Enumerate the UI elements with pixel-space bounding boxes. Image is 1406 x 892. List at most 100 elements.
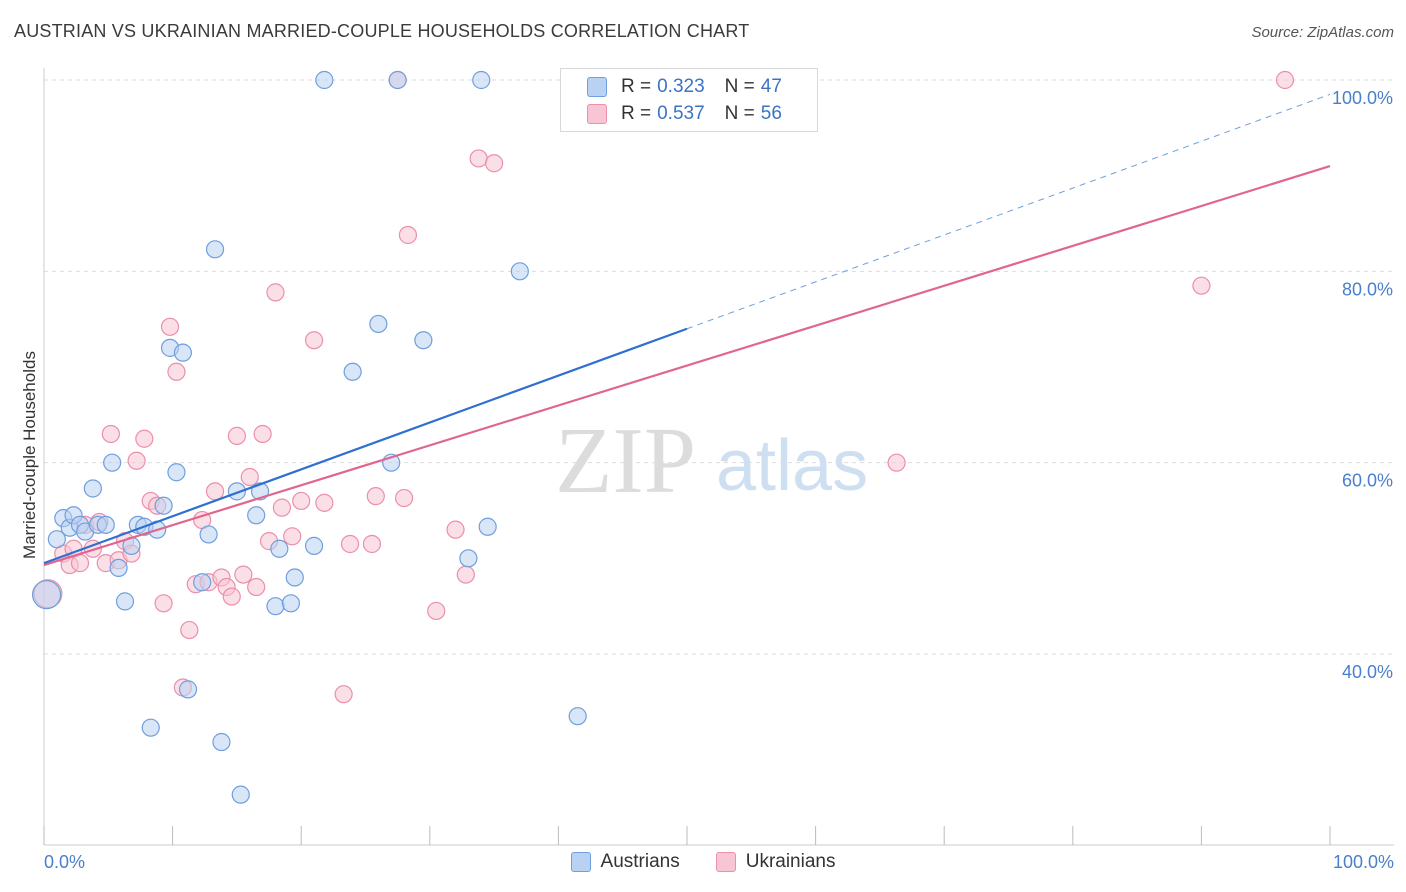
austrian-point <box>96 515 115 534</box>
trend-line-austrians <box>43 327 688 565</box>
y-tick-label: 60.0% <box>1342 471 1393 491</box>
ukrainian-point <box>304 331 324 350</box>
ukrainian-point <box>167 362 186 381</box>
ukrainian-point <box>253 424 272 444</box>
legend-row-austrians: R = 0.323 N = 47 <box>587 74 782 100</box>
legend-r-label: R = <box>621 76 652 97</box>
austrian-point <box>141 718 160 737</box>
x-tick-label-min: 0.0% <box>44 852 86 872</box>
ukrainian-point <box>222 587 241 606</box>
legend-swatch-ukrainians <box>587 104 607 124</box>
ukrainian-point <box>101 424 120 444</box>
y-tick-label: 40.0% <box>1342 662 1393 682</box>
austrian-point <box>472 70 491 90</box>
austrian-point <box>212 732 231 752</box>
austrian-point <box>459 549 478 568</box>
x-tick-label-max: 100.0% <box>1332 852 1394 872</box>
ukrainian-point <box>394 488 414 508</box>
legend-n-value: 47 <box>760 76 782 97</box>
watermark: ZIP atlas <box>555 409 868 513</box>
ukrainian-point <box>427 601 446 621</box>
austrians-points <box>31 70 587 804</box>
legend-r-value: 0.537 <box>657 103 705 124</box>
austrian-point <box>414 331 433 350</box>
austrian-point <box>227 482 246 501</box>
austrian-point <box>115 592 135 611</box>
watermark-zip: ZIP <box>555 409 696 513</box>
austrian-point <box>247 506 266 525</box>
austrian-point <box>103 453 122 472</box>
ukrainian-point <box>340 534 360 554</box>
legend-n-label: N = <box>724 76 755 97</box>
ukrainian-point <box>135 429 154 448</box>
ukrainians-points <box>33 70 1295 704</box>
series-label-austrians: Austrians <box>600 851 680 872</box>
ukrainian-point <box>272 498 292 517</box>
ukrainian-point <box>887 453 906 472</box>
stats-legend: R = 0.323 N = 47 R = 0.537 N = 56 <box>560 68 818 132</box>
trend-line-ukrainians <box>43 165 1331 567</box>
austrian-point <box>231 785 250 804</box>
ukrainian-point <box>366 487 385 506</box>
series-legend-austrians[interactable]: Austrians <box>570 851 680 873</box>
trend-lines <box>43 93 1331 567</box>
axes <box>43 68 1394 846</box>
ukrainian-point <box>205 482 225 501</box>
ukrainian-point <box>160 317 180 336</box>
austrian-point <box>199 525 218 544</box>
austrian-point <box>343 362 362 381</box>
austrian-point <box>83 479 102 498</box>
x-ticks <box>43 826 1331 845</box>
ukrainian-point <box>266 283 285 302</box>
ukrainian-point <box>1192 276 1211 295</box>
austrian-point <box>510 262 529 281</box>
austrian-point <box>304 536 324 555</box>
ukrainian-point <box>234 565 253 584</box>
ukrainian-point <box>292 491 311 511</box>
series-legend-ukrainians[interactable]: Ukrainians <box>715 851 836 873</box>
ukrainian-point <box>70 554 90 573</box>
austrian-point <box>388 70 407 90</box>
chart-title: AUSTRIAN VS UKRAINIAN MARRIED-COUPLE HOU… <box>14 21 750 41</box>
y-tick-label: 80.0% <box>1342 279 1393 299</box>
austrian-point <box>266 597 285 616</box>
series-swatch-ukrainians <box>715 852 736 872</box>
ukrainian-point <box>334 685 353 704</box>
legend-r-label: R = <box>621 103 652 124</box>
austrian-point <box>167 463 186 482</box>
legend-row-ukrainians: R = 0.537 N = 56 <box>587 101 782 127</box>
ukrainian-point <box>456 565 475 584</box>
ukrainian-point <box>315 493 334 512</box>
series-label-ukrainians: Ukrainians <box>745 851 836 872</box>
ukrainian-point <box>362 534 382 554</box>
legend-r-value: 0.323 <box>657 76 705 97</box>
austrian-point <box>154 496 173 515</box>
austrian-point <box>31 580 62 610</box>
austrian-point <box>568 707 587 726</box>
trend-line-austrians-extension <box>686 93 1331 330</box>
austrian-point <box>478 517 497 536</box>
ukrainian-point <box>227 426 246 445</box>
austrian-point <box>193 573 212 592</box>
ukrainian-point <box>127 451 146 470</box>
ukrainian-point <box>485 154 504 173</box>
ukrainian-point <box>283 527 302 546</box>
ukrainian-point <box>180 620 199 640</box>
ukrainian-point <box>398 225 418 245</box>
legend-n-label: N = <box>724 103 755 124</box>
austrian-point <box>205 240 225 259</box>
series-swatch-austrians <box>570 852 591 872</box>
ukrainian-point <box>469 149 488 168</box>
austrian-point <box>47 530 66 549</box>
austrian-point <box>281 594 301 613</box>
ukrainian-point <box>446 520 465 539</box>
ukrainian-point <box>1275 70 1295 90</box>
y-tick-labels: 100.0% 80.0% 60.0% 40.0% <box>1332 88 1393 682</box>
austrian-point <box>173 343 192 362</box>
source-label: Source: ZipAtlas.com <box>1251 24 1394 41</box>
austrian-point <box>178 680 198 699</box>
watermark-atlas: atlas <box>716 426 868 506</box>
austrian-point <box>285 568 304 587</box>
y-tick-label: 100.0% <box>1332 88 1393 108</box>
